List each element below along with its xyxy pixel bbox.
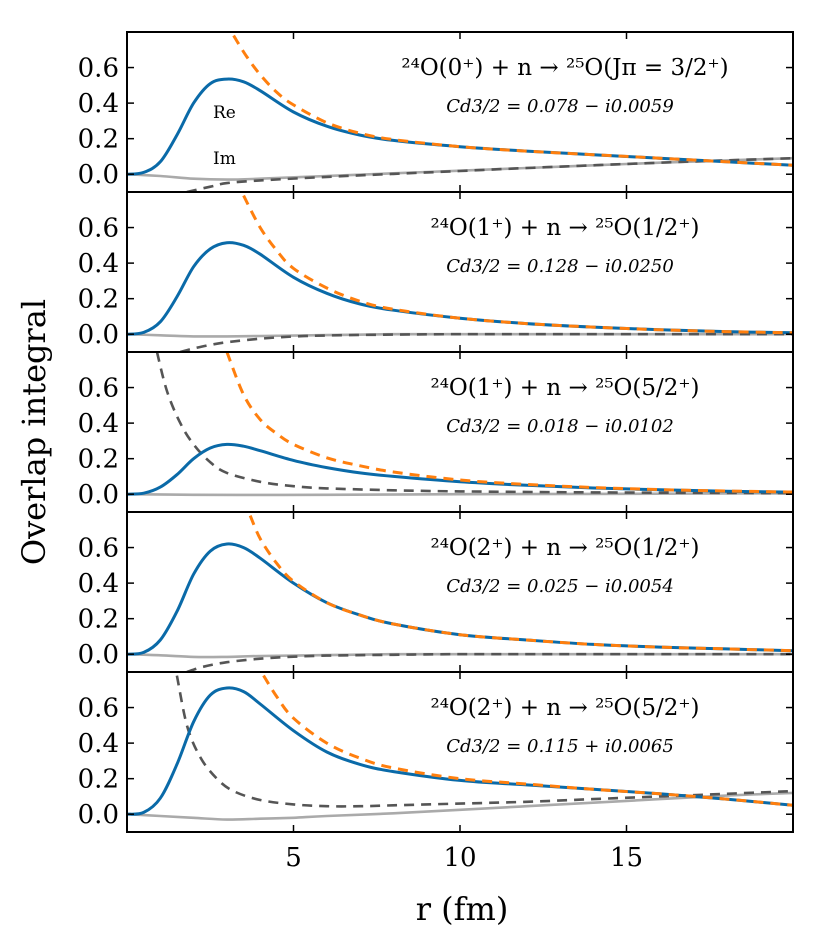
- panel-curves: [127, 514, 793, 672]
- panel-coefficient: Cd3/2 = 0.018 − i0.0102: [446, 416, 674, 437]
- panel-curves: [127, 674, 793, 821]
- panel-title: ²⁴O(1⁺) + n → ²⁵O(5/2⁺): [430, 375, 699, 401]
- panel-4: 0.0 0.2 0.4 0.6 ²⁴O(2⁺) + n → ²⁵O(1/2⁺) Cd3/2…: [78, 511, 794, 673]
- panel-coefficient: Cd3/2 = 0.128 − i0.0250: [446, 256, 674, 277]
- panel-coefficient: Cd3/2 = 0.115 + i0.0065: [446, 736, 674, 757]
- re-asymptotic-curve: [242, 194, 793, 335]
- re-label: Re: [213, 103, 236, 123]
- panel-curves: [127, 352, 793, 497]
- y-tick-label: 0.4: [78, 89, 119, 119]
- x-tick-label: 10: [443, 843, 476, 873]
- x-axis-title: r (fm): [416, 890, 509, 928]
- y-tick-label: 0.2: [78, 285, 119, 315]
- y-axis-title: Overlap integral: [15, 299, 53, 565]
- x-tick-labels: 5 10 15: [285, 843, 643, 873]
- panel-5: 0.0 0.2 0.4 0.6 ²⁴O(2⁺) + n → ²⁵O(5/2⁺) Cd3/2…: [78, 671, 794, 833]
- y-tick-label: 0.6: [78, 694, 119, 724]
- y-tick-label: 0.6: [78, 214, 119, 244]
- y-tick-label: 0.2: [78, 445, 119, 475]
- y-tick-label: 0.0: [78, 160, 119, 190]
- x-tick-label: 5: [285, 843, 302, 873]
- y-tick-label: 0.2: [78, 125, 119, 155]
- panel-coefficient: Cd3/2 = 0.078 − i0.0059: [446, 96, 674, 117]
- y-tick-label: 0.2: [78, 765, 119, 795]
- y-tick-label: 0.6: [78, 54, 119, 84]
- y-tick-label: 0.4: [78, 729, 119, 759]
- im-asymptotic-curve: [186, 156, 793, 192]
- panel-coefficient: Cd3/2 = 0.025 − i0.0054: [446, 576, 674, 597]
- im-curve: [127, 791, 793, 821]
- panel-curves: [127, 34, 793, 192]
- x-tick-label: 15: [610, 843, 643, 873]
- im-curve: [127, 156, 793, 181]
- y-tick-label: 0.0: [78, 640, 119, 670]
- y-tick-label: 0.0: [78, 320, 119, 350]
- y-tick-label: 0.4: [78, 569, 119, 599]
- panel-3: 0.0 0.2 0.4 0.6 ²⁴O(1⁺) + n → ²⁵O(5/2⁺) Cd3/2…: [78, 351, 794, 513]
- re-curve: [127, 241, 793, 336]
- panel-2: 0.0 0.2 0.4 0.6 ²⁴O(1⁺) + n → ²⁵O(1/2⁺) Cd3/2…: [78, 191, 794, 353]
- panel-title: ²⁴O(2⁺) + n → ²⁵O(5/2⁺): [430, 695, 699, 721]
- panel-title: ²⁴O(0⁺) + n → ²⁵O(Jπ = 3/2⁺): [401, 55, 728, 81]
- y-tick-label: 0.4: [78, 409, 119, 439]
- panel-title: ²⁴O(2⁺) + n → ²⁵O(1/2⁺): [430, 535, 699, 561]
- re-curve: [127, 77, 793, 176]
- y-tick-label: 0.6: [78, 374, 119, 404]
- panels: 0.0 0.2 0.4 0.6 ²⁴O(0⁺) + n → ²⁵O(Jπ = 3/2⁺)…: [78, 31, 794, 833]
- panel-1: 0.0 0.2 0.4 0.6 ²⁴O(0⁺) + n → ²⁵O(Jπ = 3/2⁺)…: [78, 31, 794, 193]
- y-tick-label: 0.6: [78, 534, 119, 564]
- re-curve: [127, 686, 793, 816]
- re-asymptotic-curve: [262, 674, 793, 807]
- im-label: Im: [213, 149, 236, 169]
- im-asymptotic-curve: [175, 675, 793, 808]
- im-asymptotic-curve: [179, 332, 793, 352]
- re-asymptotic-curve: [232, 34, 793, 167]
- y-tick-label: 0.4: [78, 249, 119, 279]
- panel-title: ²⁴O(1⁺) + n → ²⁵O(1/2⁺): [430, 215, 699, 241]
- y-tick-label: 0.2: [78, 605, 119, 635]
- y-tick-label: 0.0: [78, 480, 119, 510]
- im-asymptotic-curve: [186, 652, 793, 672]
- re-curve: [127, 442, 793, 496]
- panel-curves: [127, 194, 793, 352]
- y-tick-label: 0.0: [78, 800, 119, 830]
- re-asymptotic-curve: [248, 514, 793, 653]
